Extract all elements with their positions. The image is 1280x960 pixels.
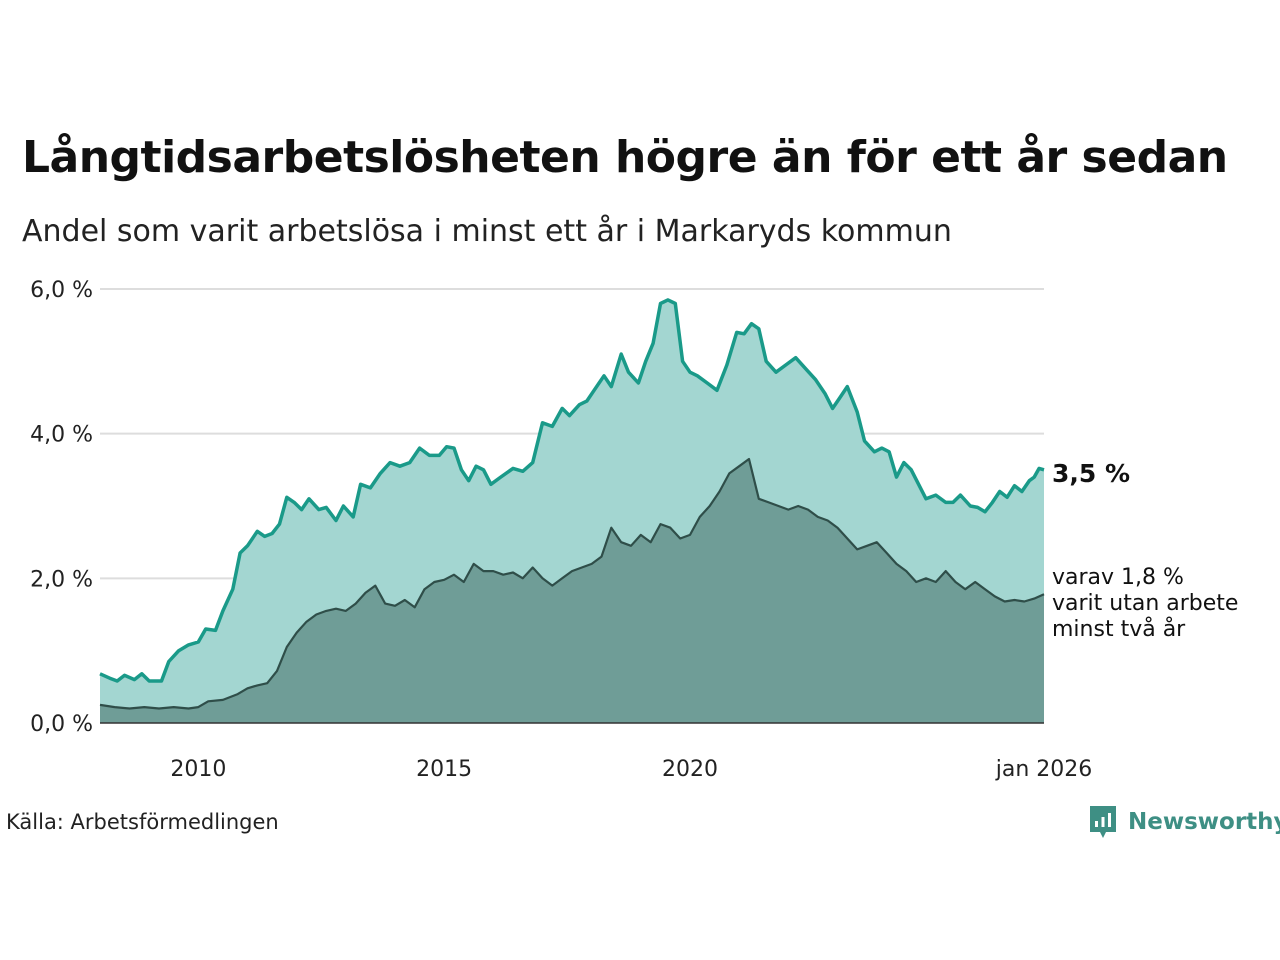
x-axis-ticks: 2010 2015 2020 jan 2026 [170,757,1092,782]
area-unemployed-two-years [100,459,1044,723]
chart-title: Långtidsarbetslösheten högre än för ett … [22,132,1228,183]
brand-name: Newsworthy [1128,809,1280,835]
newsworthy-logo[interactable]: Newsworthy [1088,804,1280,840]
end-label-main: 3,5 % [1052,459,1130,488]
end-label-sub-line2: varit utan arbete [1052,591,1238,616]
end-label-sub-line1: varav 1,8 % [1052,565,1184,590]
x-tick-label: 2020 [662,757,718,782]
x-tick-label: 2015 [416,757,472,782]
source-note: Källa: Arbetsförmedlingen [6,810,279,834]
x-tick-label: 2010 [170,757,226,782]
y-axis-ticks: 0,0 % 2,0 % 4,0 % 6,0 % [30,278,93,737]
newsworthy-logo-icon [1090,806,1116,838]
y-tick-label: 6,0 % [30,278,93,303]
y-tick-label: 2,0 % [30,567,93,592]
line-long-term-unemployed [99,298,1045,683]
y-tick-label: 0,0 % [30,712,93,737]
line-unemployed-two-years [99,457,1045,710]
chart-subtitle: Andel som varit arbetslösa i minst ett å… [22,214,952,249]
end-label-sub-line3: minst två år [1052,616,1186,642]
y-tick-label: 4,0 % [30,423,93,448]
x-tick-label: jan 2026 [995,757,1093,782]
